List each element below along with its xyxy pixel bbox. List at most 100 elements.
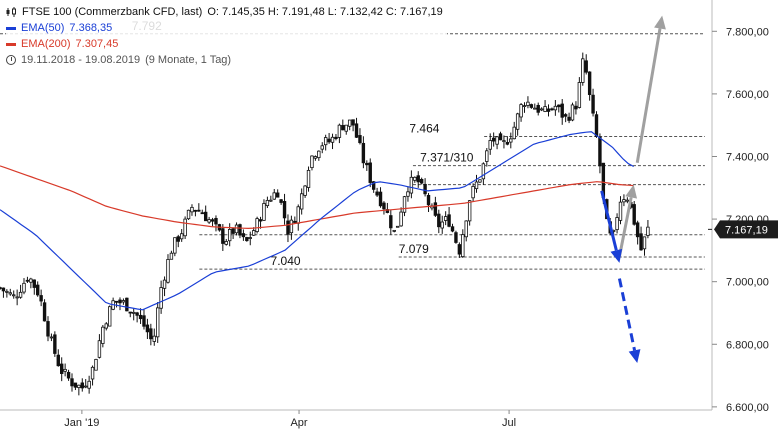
candle-body [416,175,420,183]
x-tick-label: Jan '19 [64,417,99,429]
candle-body [358,135,362,144]
candle-body [162,279,167,289]
candle-body [101,326,105,344]
candle-body [317,150,321,159]
candle-body [433,202,438,216]
candle-body [450,226,455,232]
candle-body [419,178,424,184]
ema50-value: 7.368,35 [69,22,113,34]
candle-body [478,179,482,183]
level-label: 7.371/310 [420,151,474,165]
candle-body [1,287,6,292]
candle-body [29,278,33,283]
y-tick-label: 7.000,00 [726,277,769,289]
candle-body [262,203,266,221]
candle-body [258,219,263,222]
candle-body [347,119,352,127]
candle-body [354,123,359,138]
candle-body [550,108,554,111]
candle-body [152,335,156,342]
candle-body [330,136,335,143]
candle-body [406,191,410,197]
ema200-swatch [6,42,16,46]
candle-body [457,244,462,255]
candle-body [272,192,276,200]
candle-body [454,232,458,243]
candle-body [368,162,372,183]
candle-body [323,137,328,146]
candle-body [0,287,2,289]
candle-body [94,358,98,371]
candle-body [529,104,534,108]
candle-body [8,292,12,295]
candle-body [296,206,300,224]
candle-body [279,199,283,203]
candle-body [224,241,228,245]
candle-body [570,104,575,121]
gray-arrow-up-shaft [635,28,662,163]
candle-body [327,138,331,143]
candle-body [413,176,417,181]
candle-body [437,213,441,228]
candle-body [56,354,60,367]
blue-arrow-dashed-shaft [617,278,637,351]
candle-body [574,105,578,110]
candle-body [344,124,348,132]
candle-body [255,218,259,232]
ema200-value: 7.307,45 [75,38,119,50]
candle-body [36,284,40,296]
candle-body [495,136,499,145]
candle-body [337,124,342,138]
candle-body [488,140,492,150]
candle-body [375,191,379,196]
candle-body [234,224,239,234]
candle-body [382,202,386,210]
candle-body [306,169,311,188]
candle-body [179,233,184,240]
candle-body [193,209,198,212]
candle-body [70,378,74,387]
candle-body [464,220,468,238]
ema50-line [0,131,634,311]
y-tick-label: 6.600,00 [726,402,769,414]
candle-body [371,181,376,190]
candle-body [320,145,324,150]
y-tick-label: 7.800,00 [726,26,769,38]
ema50-swatch [6,26,16,30]
ema50-label: EMA(50) [21,22,65,34]
chart-legend: FTSE 100 (Commerzbank CFD, last) O: 7.14… [6,4,447,68]
candle-body [402,196,407,213]
candle-body [200,212,204,215]
candle-body [121,300,126,303]
candle-body [505,142,510,145]
candle-body [546,108,551,112]
candle-body [286,220,290,235]
candle-body [581,58,585,83]
candle-body [248,237,252,239]
candle-body [131,311,136,314]
candle-body [90,366,95,380]
candle-body [183,218,187,237]
candle-body [491,137,496,142]
candle-body [149,328,153,340]
candle-body [522,105,527,108]
candle-body [142,315,146,327]
x-tick-label: Jul [502,417,516,429]
candle-body [80,382,84,389]
candle-body [251,230,256,236]
candle-body [423,183,427,195]
clock-icon [6,55,16,65]
candle-body [509,138,513,143]
candle-body [539,108,544,111]
period-range: 19.11.2018 - 19.08.2019 [21,54,141,66]
candle-body [474,181,479,190]
candle-body [18,291,23,298]
candle-body [275,192,280,198]
candle-body [231,228,235,234]
candle-body [310,155,314,169]
last-price-label: 7.167,19 [725,224,768,236]
candle-body [615,217,619,231]
candle-body [361,142,366,164]
candle-body [567,116,571,121]
candle-body [512,126,516,140]
